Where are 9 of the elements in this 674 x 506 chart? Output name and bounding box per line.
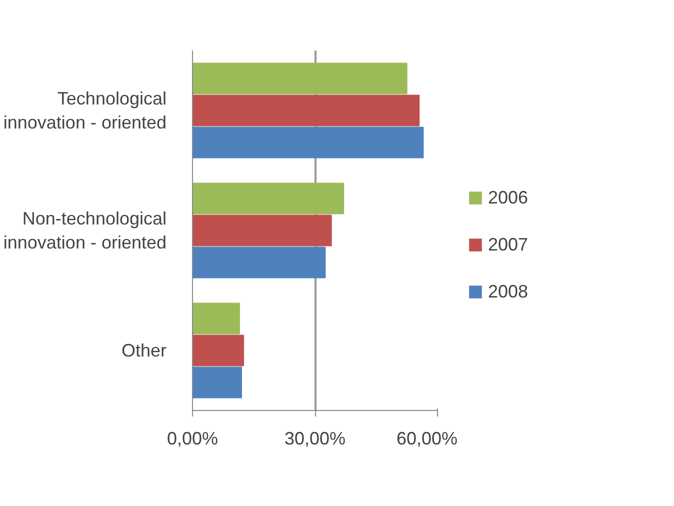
legend-label: 2007 bbox=[488, 234, 528, 255]
x-tick-label: 0,00% bbox=[166, 428, 218, 448]
y-tick-label: Other bbox=[121, 340, 167, 360]
y-tick-label: Technological innovation - oriented bbox=[3, 88, 167, 132]
y-tick-label: Non-technological innovation - oriented bbox=[3, 208, 167, 252]
legend-label: 2006 bbox=[488, 187, 528, 208]
x-tick-label: 60,00% bbox=[396, 428, 458, 448]
x-tick-label: 30,00% bbox=[284, 428, 346, 448]
legend-label: 2008 bbox=[488, 281, 528, 302]
